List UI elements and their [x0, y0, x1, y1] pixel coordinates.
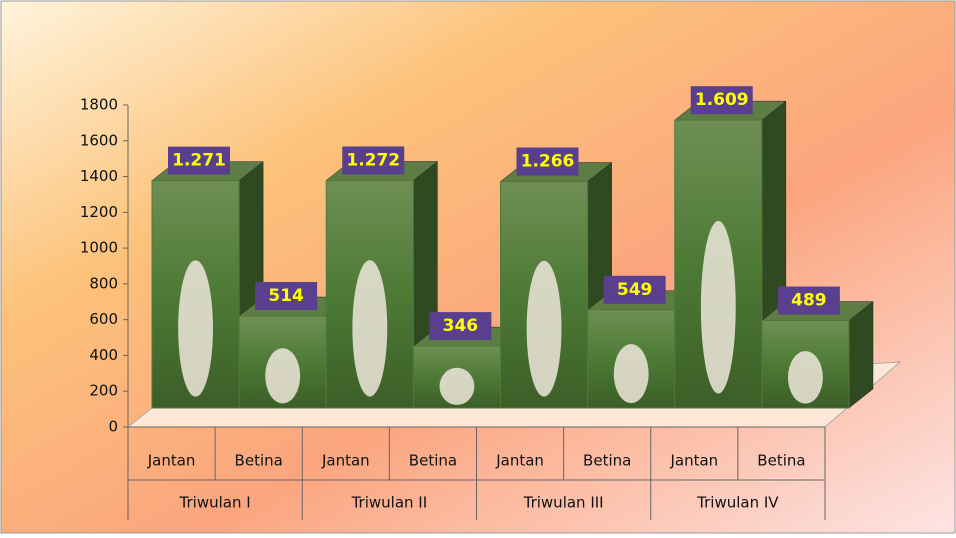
- value-label: 1.266: [521, 152, 575, 172]
- x-tick-label: Jantan: [147, 452, 196, 470]
- y-tick-label: 1000: [80, 239, 118, 257]
- group-label: Triwulan IV: [696, 494, 779, 512]
- group-label: Triwulan III: [523, 494, 604, 512]
- value-label: 549: [617, 280, 653, 300]
- x-tick-label: Betina: [583, 452, 631, 470]
- sheep-image: [178, 260, 213, 396]
- x-tick-label: Jantan: [495, 452, 544, 470]
- sheep-image: [352, 260, 387, 397]
- sheep-image: [788, 351, 823, 403]
- value-label: 1.609: [695, 90, 749, 110]
- value-label: 346: [443, 316, 479, 336]
- background: [1, 1, 955, 533]
- y-tick-label: 800: [89, 274, 118, 292]
- sheep-image: [614, 344, 649, 403]
- y-tick-label: 600: [89, 310, 118, 328]
- y-tick-label: 1400: [80, 167, 118, 185]
- group-label: Triwulan I: [179, 494, 251, 512]
- y-tick-label: 1200: [80, 203, 118, 221]
- group-label: Triwulan II: [351, 494, 428, 512]
- x-tick-label: Betina: [409, 452, 457, 470]
- chart: 0 200 400 600 800 1000 1200 1400 1600 1800 1.271 Ja…: [0, 0, 956, 534]
- y-tick-label: 1600: [80, 131, 118, 149]
- sheep-image: [265, 348, 300, 403]
- sheep-image: [440, 368, 475, 405]
- value-label: 1.271: [172, 151, 226, 171]
- value-label: 514: [268, 286, 304, 306]
- x-tick-label: Betina: [235, 452, 283, 470]
- sheep-image: [527, 261, 562, 397]
- sheep-image: [701, 221, 736, 394]
- y-tick-label: 0: [108, 418, 118, 436]
- value-label: 489: [791, 291, 827, 311]
- y-tick-label: 400: [89, 346, 118, 364]
- y-tick-label: 200: [89, 382, 118, 400]
- x-tick-label: Betina: [757, 452, 805, 470]
- x-tick-label: Jantan: [669, 452, 718, 470]
- value-label: 1.272: [346, 150, 400, 170]
- x-tick-label: Jantan: [321, 452, 370, 470]
- y-tick-label: 1800: [80, 96, 118, 114]
